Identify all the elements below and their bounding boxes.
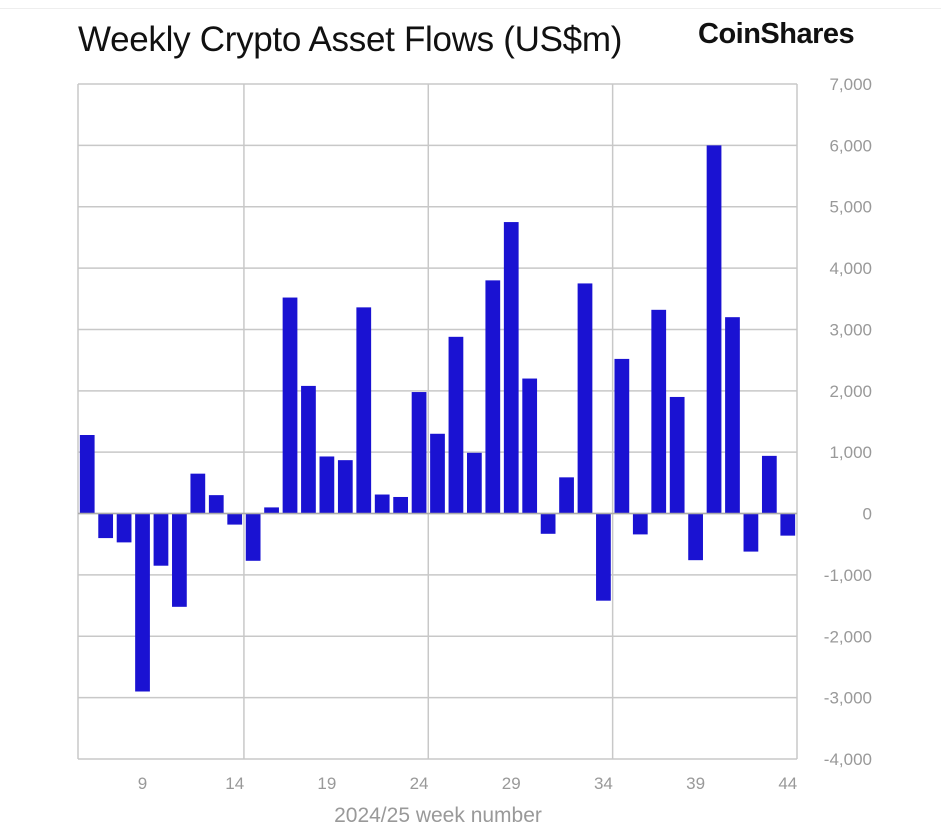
bar-week-35 xyxy=(614,358,630,514)
bar-week-8 xyxy=(116,513,132,543)
y-tick-label: 7,000 xyxy=(829,75,872,94)
bar-week-21 xyxy=(356,307,372,514)
bar-week-13 xyxy=(208,495,224,514)
x-axis-label: 2024/25 week number xyxy=(334,804,542,827)
bar-week-26 xyxy=(448,336,464,514)
y-tick-label: 6,000 xyxy=(829,136,872,155)
bar-week-9 xyxy=(135,513,150,692)
bar-week-29 xyxy=(503,222,519,514)
bar-week-42 xyxy=(743,513,759,552)
bar-week-43 xyxy=(761,455,777,514)
bar-week-28 xyxy=(485,280,501,514)
bar-week-14 xyxy=(227,513,243,525)
bar-week-7 xyxy=(98,513,114,539)
bar-week-36 xyxy=(632,513,648,535)
bar-week-32 xyxy=(559,477,574,514)
y-tick-label: 0 xyxy=(863,505,872,524)
bar-week-6 xyxy=(79,435,95,514)
bar-week-37 xyxy=(651,309,667,514)
y-tick-label: -2,000 xyxy=(824,627,872,646)
x-tick-label: 29 xyxy=(502,774,521,793)
bar-week-10 xyxy=(153,513,169,566)
bar-week-39 xyxy=(688,513,703,561)
x-tick-label: 14 xyxy=(225,774,244,793)
y-tick-label: -1,000 xyxy=(824,566,872,585)
bar-week-33 xyxy=(577,283,593,514)
x-tick-label: 39 xyxy=(686,774,705,793)
y-tick-label: -4,000 xyxy=(824,750,872,769)
top-border xyxy=(0,0,941,9)
bar-week-24 xyxy=(411,392,427,514)
bar-week-11 xyxy=(172,513,187,607)
y-tick-label: -3,000 xyxy=(824,689,872,708)
axes: 7,000 6,000 5,000 4,000 3,000 2,000 1,000 0 -1,0… xyxy=(78,75,872,793)
bar-week-27 xyxy=(466,452,482,514)
bar-week-40 xyxy=(706,145,722,514)
gridlines xyxy=(77,83,798,760)
bar-week-31 xyxy=(540,513,556,534)
bar-week-16 xyxy=(264,507,279,514)
bar-week-17 xyxy=(282,297,298,514)
x-tick-label: 34 xyxy=(594,774,613,793)
chart-title: Weekly Crypto Asset Flows (US$m) xyxy=(78,20,623,59)
y-tick-label: 3,000 xyxy=(829,320,872,339)
bar-week-12 xyxy=(190,473,206,514)
bar-week-23 xyxy=(393,496,409,514)
bar-week-38 xyxy=(669,396,685,514)
bar-week-18 xyxy=(301,385,316,514)
bar-week-30 xyxy=(522,378,538,514)
bars xyxy=(79,145,796,692)
x-tick-label: 9 xyxy=(138,774,147,793)
y-tick-label: 2,000 xyxy=(829,382,872,401)
x-tick-label: 19 xyxy=(317,774,336,793)
bar-week-22 xyxy=(374,494,390,514)
x-tick-label: 24 xyxy=(410,774,429,793)
y-tick-label: 4,000 xyxy=(829,259,872,278)
bar-week-44 xyxy=(780,513,796,536)
bar-week-34 xyxy=(596,513,611,601)
bar-week-41 xyxy=(725,317,740,514)
coinshares-logo: CoinShares xyxy=(698,18,855,50)
y-tick-label: 5,000 xyxy=(829,198,872,217)
x-tick-label: 44 xyxy=(778,774,797,793)
bar-week-15 xyxy=(245,513,261,561)
y-tick-label: 1,000 xyxy=(829,443,872,462)
bar-week-20 xyxy=(337,460,353,514)
bar-week-25 xyxy=(430,433,445,514)
bar-week-19 xyxy=(319,456,335,514)
